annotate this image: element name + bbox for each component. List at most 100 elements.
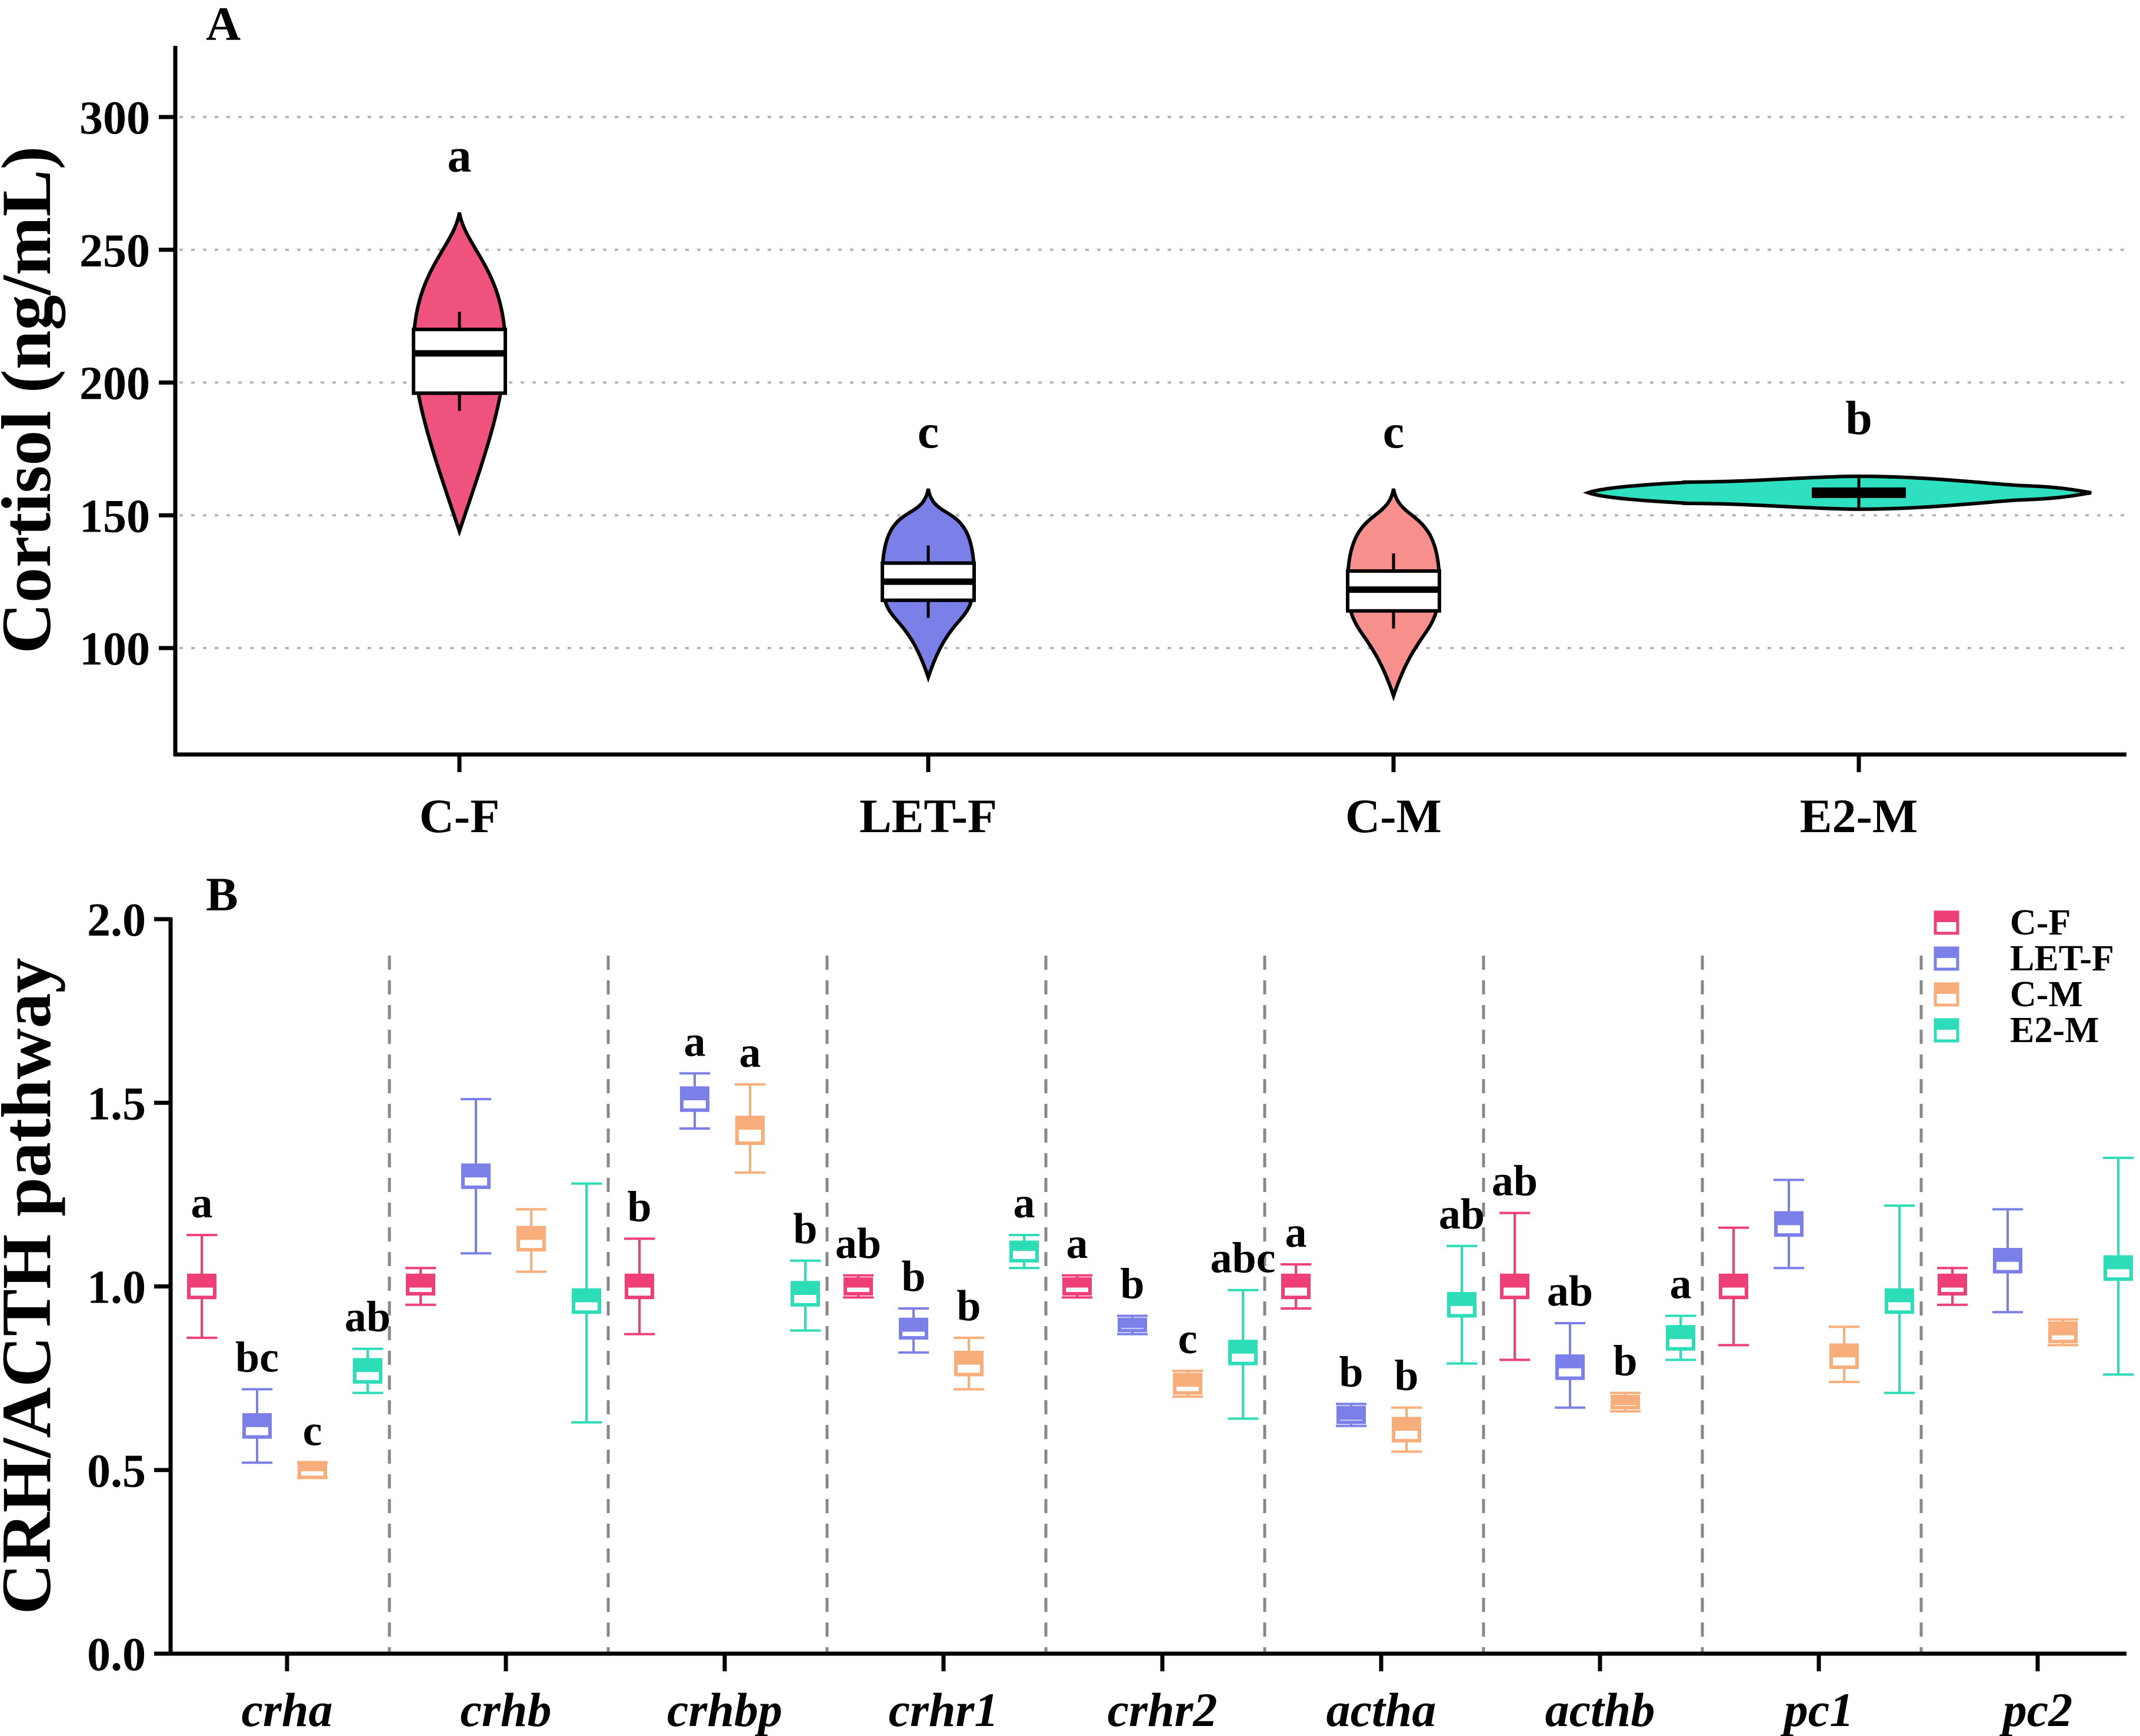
panel-b-dividers	[388, 956, 1923, 1654]
panel-b-sig-letter: b	[627, 1183, 651, 1231]
panel-a-sig-letter: b	[1845, 391, 1872, 445]
panel-b-y-tick-label: 0.0	[87, 1629, 146, 1681]
panel-b: B CRH/ACTH pathway 0.00.51.01.52.0 crha c…	[0, 867, 2134, 1736]
panel-a-label: A	[206, 0, 241, 51]
panel-b-sig-letter: b	[1613, 1337, 1637, 1386]
panel-b-sig-letter: b	[1339, 1348, 1363, 1396]
panel-b-sig-letter: c	[1178, 1315, 1198, 1363]
panel-b-box-upper-C-F	[1283, 1275, 1309, 1287]
panel-b-x-tick-label: crhr2	[1108, 1683, 1218, 1736]
panel-b-sig-letter: b	[901, 1253, 925, 1301]
panel-b-x-tick-label: crhr1	[889, 1683, 999, 1736]
panel-b-sig-letter: a	[684, 1017, 706, 1066]
panel-b-x-tick-label: pc1	[1781, 1683, 1854, 1736]
panel-b-legend-label: C-M	[2010, 974, 2083, 1014]
panel-b-y-tick-label: 2.0	[87, 894, 146, 946]
panel-b-box-upper-C-F	[1721, 1275, 1746, 1287]
panel-b-legend-label: LET-F	[2010, 939, 2114, 979]
panel-b-y-tick-label: 1.5	[87, 1078, 146, 1130]
panel-b-legend-label: E2-M	[2010, 1010, 2099, 1050]
panel-b-x-tick-label: acthb	[1545, 1683, 1655, 1736]
panel-b-sig-letter: a	[1066, 1220, 1088, 1268]
panel-a-y-axis-label: Cortisol (ng/mL)	[0, 146, 66, 653]
panel-b-box-upper-C-M	[1831, 1345, 1857, 1357]
panel-b-box-upper-E2-M	[2105, 1257, 2131, 1268]
panel-a-y-tick-label: 250	[79, 225, 150, 277]
panel-b-sig-letter: bc	[235, 1333, 279, 1381]
panel-b-legend-swatch-fill	[1935, 1020, 1958, 1030]
panel-b-box-upper-C-M	[1612, 1396, 1638, 1404]
panel-b-sig-letter: abc	[1211, 1234, 1276, 1283]
panel-b-legend-label: C-F	[2010, 903, 2071, 943]
panel-b-x-tick-label: pc2	[1999, 1683, 2072, 1736]
panel-b-legend-swatch-fill	[1935, 984, 1958, 994]
panel-a-y-ticks: 100 150 200 250 300	[79, 92, 175, 675]
panel-b-x-ticks: crha crhb crhbp crhr1 crhr2 actha acthb pc1 pc2	[242, 1654, 2072, 1736]
panel-a-y-tick-label: 150	[79, 490, 150, 542]
panel-b-box-upper-E2-M	[1449, 1293, 1475, 1305]
panel-b-sig-letter: ab	[1547, 1267, 1593, 1316]
panel-b-box-upper-E2-M	[355, 1360, 381, 1371]
panel-b-sig-letter: a	[191, 1179, 213, 1227]
panel-b-box-upper-C-M	[299, 1463, 325, 1470]
panel-b-box-upper-LET-F	[1119, 1319, 1145, 1327]
panel-b-box-upper-C-M	[1394, 1418, 1419, 1430]
panel-b-box-upper-C-F	[408, 1275, 434, 1287]
panel-b-y-axis-label: CRH/ACTH pathway	[0, 958, 65, 1615]
panel-a-x-tick-label: C-M	[1345, 789, 1442, 843]
panel-a-x-ticks: C-F LET-F C-M E2-M	[419, 755, 1918, 843]
panel-b-box-upper-C-M	[956, 1352, 982, 1364]
panel-b-legend-swatch-fill	[1935, 912, 1958, 922]
panel-b-sig-letter: b	[793, 1205, 817, 1253]
panel-b-sig-letter: a	[1014, 1179, 1035, 1227]
panel-b-box-upper-C-F	[1064, 1279, 1090, 1287]
panel-a: A Cortisol (ng/mL) 100 150 200 250 300 C-F LE…	[0, 0, 2126, 843]
panel-b-sig-letter: ab	[835, 1220, 881, 1268]
panel-b-box-upper-C-F	[1502, 1275, 1528, 1287]
panel-b-sig-letter: ab	[1492, 1157, 1538, 1206]
panel-b-box-upper-LET-F	[1557, 1356, 1583, 1367]
panel-b-label: B	[206, 867, 238, 921]
panel-b-box-upper-E2-M	[1230, 1341, 1256, 1353]
panel-b-x-tick-label: crhb	[461, 1683, 552, 1736]
panel-a-sig-letter: a	[448, 129, 472, 182]
panel-b-legend-swatch-fill	[1935, 948, 1958, 958]
panel-b-sig-letter: ab	[1439, 1190, 1485, 1238]
panel-b-box-upper-C-F	[626, 1275, 652, 1287]
panel-b-y-ticks: 0.0 0.5 1.0 1.5 2.0	[87, 894, 171, 1681]
panel-b-x-tick-label: crhbp	[667, 1683, 782, 1736]
panel-b-box-upper-LET-F	[682, 1088, 708, 1100]
panel-b-box-upper-LET-F	[1995, 1250, 2021, 1261]
panel-b-sig-letter: b	[1120, 1260, 1144, 1308]
panel-b-x-tick-label: crha	[242, 1683, 333, 1736]
panel-b-box-upper-C-F	[845, 1279, 871, 1287]
panel-b-box-upper-E2-M	[1886, 1290, 1912, 1301]
panel-a-y-tick-label: 200	[79, 358, 150, 410]
panel-a-x-tick-label: E2-M	[1800, 789, 1918, 843]
panel-b-y-tick-label: 0.5	[87, 1445, 146, 1497]
panel-a-violins: a c c b	[411, 129, 2092, 702]
panel-b-box-upper-LET-F	[1338, 1407, 1364, 1419]
panel-b-y-tick-label: 1.0	[87, 1262, 146, 1314]
panel-b-sig-letter: a	[1670, 1260, 1692, 1308]
panel-b-box-upper-LET-F	[1776, 1213, 1802, 1224]
panel-a-box-C-F	[412, 328, 507, 395]
panel-a-x-tick-label: LET-F	[859, 789, 997, 843]
panel-b-box-upper-C-M	[2050, 1323, 2076, 1334]
panel-b-box-upper-C-M	[1175, 1374, 1201, 1386]
panel-b-box-upper-E2-M	[792, 1283, 818, 1294]
panel-b-x-tick-label: actha	[1326, 1683, 1436, 1736]
panel-b-box-upper-LET-F	[901, 1319, 926, 1331]
panel-a-y-tick-label: 300	[79, 92, 150, 144]
panel-a-y-tick-label: 100	[79, 623, 150, 675]
panel-b-box-upper-C-M	[737, 1117, 763, 1129]
panel-b-sig-letter: a	[1285, 1208, 1307, 1257]
panel-b-box-upper-LET-F	[244, 1415, 270, 1426]
panel-b-box-upper-C-F	[189, 1275, 215, 1287]
panel-a-sig-letter: c	[918, 405, 939, 458]
panel-b-sig-letter: b	[1394, 1352, 1418, 1400]
panel-b-sig-letter: a	[739, 1029, 761, 1077]
panel-a-x-tick-label: C-F	[419, 789, 500, 843]
